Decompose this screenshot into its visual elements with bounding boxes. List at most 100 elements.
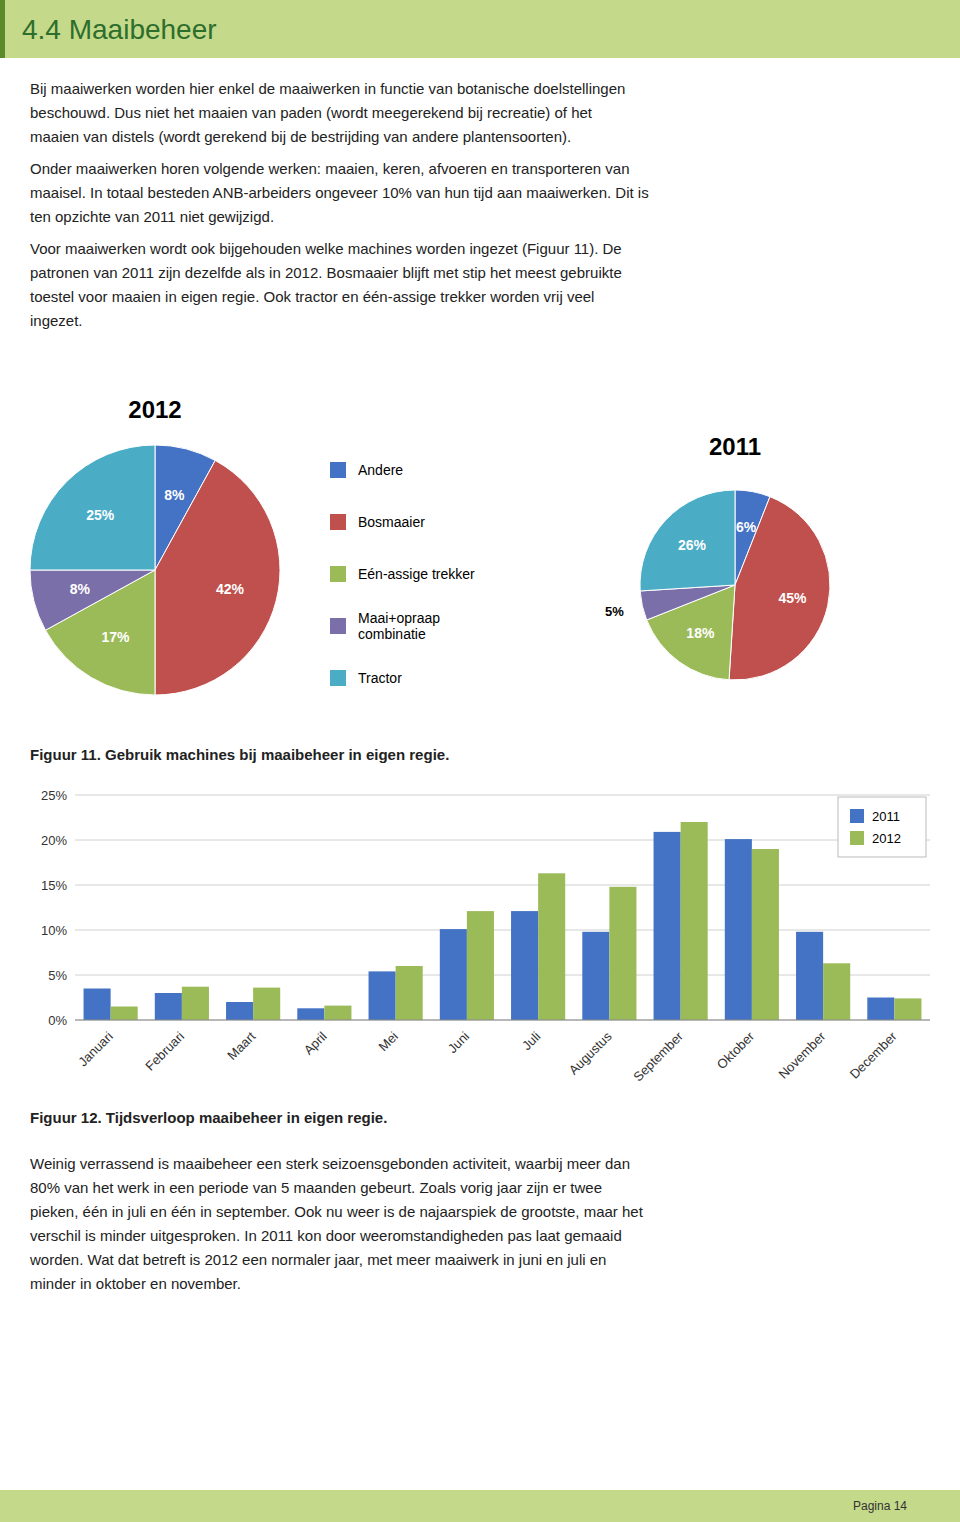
- body-text: Bij maaiwerken worden hier enkel de maai…: [30, 80, 625, 97]
- legend-label: Tractor: [358, 670, 402, 686]
- x-tick-label: Februari: [142, 1029, 187, 1074]
- bar: [867, 998, 894, 1021]
- pie: 20116%45%18%5%26%: [605, 433, 830, 680]
- bar: [467, 911, 494, 1020]
- x-tick-label: Juli: [519, 1029, 543, 1053]
- bar: [440, 929, 467, 1020]
- pie-data-label: 42%: [216, 581, 245, 597]
- y-tick-label: 10%: [41, 923, 67, 938]
- legend: Andere Bosmaaier Eén-assige trekker Maai+op…: [330, 462, 475, 686]
- bar: [823, 963, 850, 1020]
- legend-swatch: [330, 670, 346, 686]
- legend-label: 2011: [872, 809, 900, 824]
- background: [0, 0, 960, 1522]
- bar: [226, 1002, 253, 1020]
- text-line: combinatie: [358, 626, 426, 642]
- y-tick-label: 15%: [41, 878, 67, 893]
- pie-data-label: 6%: [736, 519, 757, 535]
- bar: [609, 887, 636, 1020]
- grid-line: [75, 840, 930, 841]
- y-tick-label: 0%: [48, 1013, 67, 1028]
- pie-title: 2012: [128, 396, 181, 423]
- bar: [324, 1006, 351, 1020]
- x-tick-label: Januari: [75, 1029, 116, 1070]
- legend-swatch: [330, 462, 346, 478]
- body-text: pieken, één in juli en één in september.…: [30, 1203, 644, 1220]
- x-tick-label: Mei: [376, 1029, 401, 1054]
- legend-swatch: [330, 566, 346, 582]
- body-text: 80% van het werk in een periode van 5 ma…: [30, 1179, 602, 1196]
- x-tick-label: April: [301, 1029, 330, 1058]
- pie-slice: [30, 570, 155, 630]
- pie-slice: [729, 497, 830, 680]
- body-text: maaisel. In totaal besteden ANB-arbeider…: [30, 184, 649, 201]
- body-text: patronen van 2011 zijn dezelfde als in 2…: [30, 264, 622, 281]
- bar: [796, 932, 823, 1020]
- y-tick-label: 5%: [48, 968, 67, 983]
- legend-box: [838, 797, 926, 857]
- pie: 20128%42%17%8%25%: [30, 396, 280, 695]
- body-text: toestel voor maaien in eigen regie. Ook …: [30, 288, 594, 305]
- pie-slice: [30, 445, 155, 570]
- bar: [654, 832, 681, 1020]
- legend-swatch: [330, 618, 346, 634]
- x-tick-label: Augustus: [566, 1028, 615, 1077]
- body-text: Onder maaiwerken horen volgende werken: …: [30, 160, 630, 177]
- bar: [396, 966, 423, 1020]
- legend-swatch: [850, 831, 864, 845]
- bar: [297, 1008, 324, 1020]
- title-bar: [0, 0, 960, 58]
- body-text: maaien van distels (wordt gerekend bij d…: [30, 128, 571, 145]
- x-tick-label: Oktober: [714, 1028, 758, 1072]
- pie-data-label: 5%: [605, 604, 624, 619]
- body-text: Voor maaiwerken wordt ook bijgehouden we…: [30, 240, 622, 257]
- body-text: ten opzichte van 2011 niet gewijzigd.: [30, 208, 274, 225]
- bar: [511, 911, 538, 1020]
- body-text: worden. Wat dat betreft is 2012 een norm…: [29, 1251, 606, 1268]
- bar: [182, 987, 209, 1020]
- legend-label: Maai+opraapcombinatie: [358, 610, 440, 642]
- figure-caption: Figuur 12. Tijdsverloop maaibeheer in ei…: [30, 1109, 387, 1126]
- bar: [752, 849, 779, 1020]
- page-number: Pagina 14: [853, 1499, 907, 1513]
- bar: [725, 839, 752, 1020]
- pie-data-label: 26%: [678, 537, 707, 553]
- pie-slice: [640, 490, 735, 591]
- x-tick-label: Juni: [445, 1029, 473, 1057]
- legend-label: Bosmaaier: [358, 514, 425, 530]
- body-text: ingezet.: [30, 312, 83, 329]
- pie-slice: [155, 460, 280, 695]
- figure-caption: Figuur 11. Gebruik machines bij maaibehe…: [30, 746, 449, 763]
- pie-data-label: 8%: [164, 487, 185, 503]
- bar: [538, 873, 565, 1020]
- y-tick-label: 25%: [41, 788, 67, 803]
- bar: [894, 998, 921, 1020]
- x-tick-label: September: [630, 1028, 686, 1084]
- page: 4.4 Maaibeheer Bij maaiwerken worden hier…: [0, 0, 960, 1522]
- bar: [681, 822, 708, 1020]
- grid-line: [75, 1020, 930, 1021]
- grid-line: [75, 795, 930, 796]
- grid-line: [75, 885, 930, 886]
- bar: [111, 1007, 138, 1021]
- legend-label: Eén-assige trekker: [358, 566, 475, 582]
- title-accent: [0, 0, 5, 58]
- bars: [84, 822, 922, 1020]
- pie-title: 2011: [709, 433, 761, 460]
- x-tick-label: December: [847, 1028, 900, 1081]
- legend-label: Andere: [358, 462, 403, 478]
- bar: [253, 988, 280, 1020]
- y-tick-label: 20%: [41, 833, 67, 848]
- footer: [0, 1490, 960, 1522]
- bar: [155, 993, 182, 1020]
- x-tick-label: Maart: [224, 1028, 258, 1062]
- bar-chart: 0% 5% 10% 15% 20% 25% Januari Februari Maart Apri…: [41, 788, 930, 1085]
- x-tick-label: November: [775, 1028, 828, 1081]
- legend-swatch: [850, 809, 864, 823]
- legend-swatch: [330, 514, 346, 530]
- page-title: 4.4 Maaibeheer: [22, 14, 217, 45]
- legend-label: 2012: [872, 831, 901, 846]
- x-axis-line: [75, 1020, 930, 1021]
- text-line: Maai+opraap: [358, 610, 440, 626]
- legend: 2011 2012: [838, 797, 926, 857]
